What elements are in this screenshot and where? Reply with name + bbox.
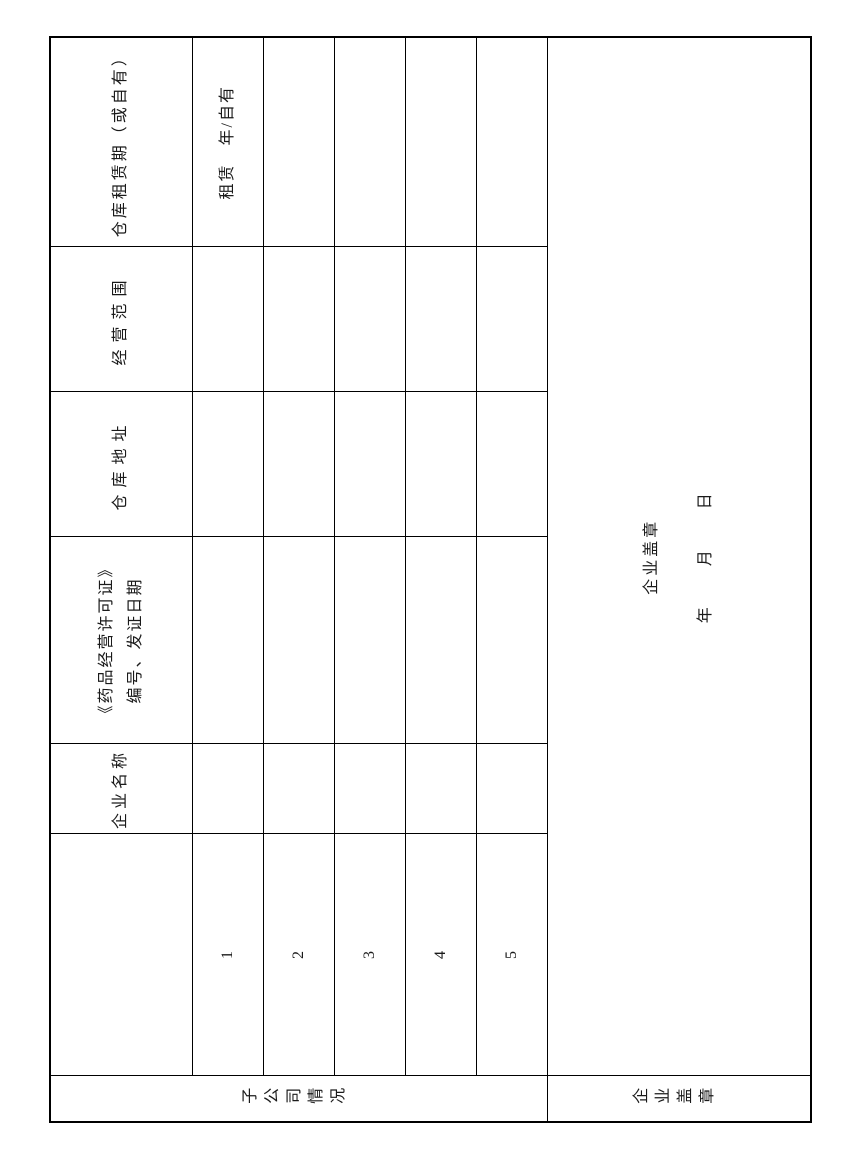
- row-group-label: 子公司情况: [240, 1089, 351, 1107]
- lease-cell: [334, 37, 405, 247]
- business-scope-cell: [263, 247, 334, 392]
- business-scope-cell: [405, 247, 476, 392]
- header-business-scope: 经营范围: [50, 247, 192, 392]
- license-cell: [476, 537, 547, 744]
- seal-area-cell: 企业盖章 年 月 日: [547, 37, 811, 1076]
- license-cell: [192, 537, 263, 744]
- table-row: 4: [405, 37, 476, 1122]
- warehouse-address-cell: [263, 392, 334, 537]
- rotated-landscape-table: 子公司情况 企业名称 《药品经营许可证》 编号、发证日期 仓库地址 经营范围 仓…: [49, 36, 812, 1123]
- seal-row-label-cell: 企业盖章: [547, 1076, 811, 1122]
- seal-date-line: 年 月 日: [696, 490, 714, 624]
- business-scope-cell: [192, 247, 263, 392]
- company-name-cell: [192, 744, 263, 834]
- table-row: 2: [263, 37, 334, 1122]
- business-scope-cell: [476, 247, 547, 392]
- row-group-label-cell: 子公司情况: [50, 1076, 547, 1122]
- warehouse-address-cell: [192, 392, 263, 537]
- row-number-cell: 4: [405, 834, 476, 1076]
- business-scope-cell: [334, 247, 405, 392]
- table-row: 5: [476, 37, 547, 1122]
- header-license: 《药品经营许可证》 编号、发证日期: [50, 537, 192, 744]
- seal-block: 企业盖章 年 月 日: [642, 490, 716, 623]
- lease-cell: [263, 37, 334, 247]
- row-number-cell: 3: [334, 834, 405, 1076]
- company-name-cell: [405, 744, 476, 834]
- warehouse-address-cell: [334, 392, 405, 537]
- header-license-line2: 编号、发证日期: [127, 577, 145, 704]
- row-number-cell: 1: [192, 834, 263, 1076]
- warehouse-address-cell: [405, 392, 476, 537]
- license-cell: [405, 537, 476, 744]
- lease-cell: [405, 37, 476, 247]
- seal-stamp-label: 企业盖章: [642, 518, 660, 595]
- lease-cell: 租赁 年/自有: [192, 37, 263, 247]
- header-company-name: 企业名称: [50, 744, 192, 834]
- table-row: 3: [334, 37, 405, 1122]
- header-license-line1: 《药品经营许可证》: [98, 559, 116, 722]
- subsidiary-info-table: 子公司情况 企业名称 《药品经营许可证》 编号、发证日期 仓库地址 经营范围 仓…: [49, 36, 812, 1123]
- company-name-cell: [263, 744, 334, 834]
- header-warehouse-address: 仓库地址: [50, 392, 192, 537]
- row-number-cell: 5: [476, 834, 547, 1076]
- seal-row: 企业盖章 企业盖章 年 月 日: [547, 37, 811, 1122]
- header-row-number-cell: [50, 834, 192, 1076]
- warehouse-address-cell: [476, 392, 547, 537]
- row-number-cell: 2: [263, 834, 334, 1076]
- license-cell: [263, 537, 334, 744]
- license-cell: [334, 537, 405, 744]
- seal-row-label: 企业盖章: [631, 1089, 720, 1107]
- company-name-cell: [476, 744, 547, 834]
- table-row: 1 租赁 年/自有: [192, 37, 263, 1122]
- company-name-cell: [334, 744, 405, 834]
- header-warehouse-lease: 仓库租赁期（或自有）: [50, 37, 192, 247]
- lease-cell: [476, 37, 547, 247]
